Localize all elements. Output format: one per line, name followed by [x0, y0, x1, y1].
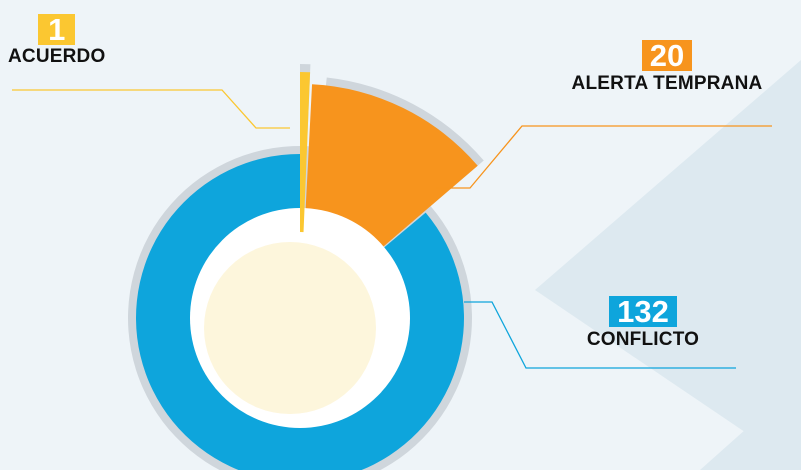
- value-label-alerta-temprana: 20: [641, 40, 693, 71]
- callout-acuerdo: 1 ACUERDO: [8, 14, 105, 68]
- value-label-conflicto: 132: [609, 296, 677, 327]
- category-label-alerta-temprana: ALERTA TEMPRANA: [571, 73, 763, 94]
- leader-line-alerta-temprana: [436, 125, 772, 189]
- background-diamond-lower: [700, 380, 801, 470]
- hole-center: [204, 242, 376, 414]
- category-label-acuerdo: ACUERDO: [8, 46, 106, 67]
- value-label-acuerdo: 1: [38, 14, 76, 45]
- slice-acuerdo: [300, 72, 311, 210]
- slice-alerta-temprana: [305, 84, 478, 248]
- callout-conflicto: 132 CONFLICTO: [558, 296, 728, 351]
- leader-line-conflicto: [464, 301, 736, 369]
- donut-hole: [190, 206, 410, 428]
- leader-lines: [12, 89, 772, 369]
- leader-line-acuerdo: [12, 89, 290, 129]
- category-label-conflicto: CONFLICTO: [586, 329, 700, 350]
- callout-alerta-temprana: 20 ALERTA TEMPRANA: [537, 40, 797, 95]
- slice-acuerdo-inner: [300, 206, 305, 233]
